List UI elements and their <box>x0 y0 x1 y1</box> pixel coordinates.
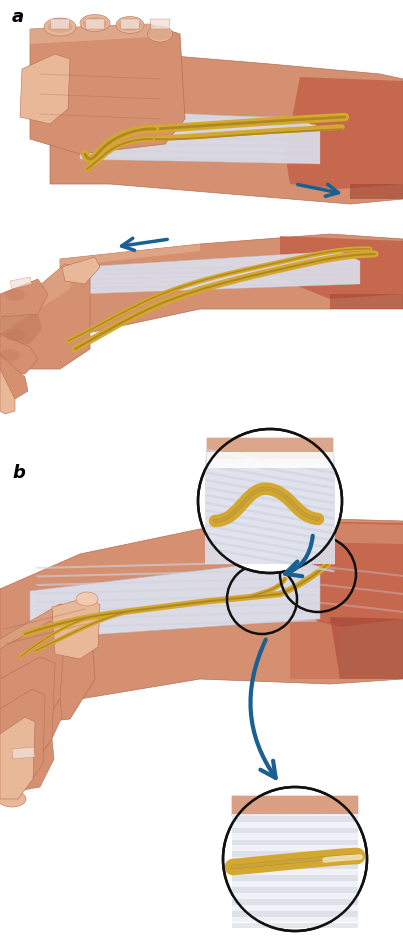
Polygon shape <box>260 521 403 545</box>
Polygon shape <box>85 269 355 277</box>
Polygon shape <box>330 617 403 680</box>
Polygon shape <box>85 115 318 121</box>
Polygon shape <box>350 185 403 200</box>
Polygon shape <box>35 620 318 629</box>
Polygon shape <box>30 560 320 639</box>
Polygon shape <box>150 20 170 30</box>
Polygon shape <box>12 748 35 759</box>
Ellipse shape <box>0 791 26 807</box>
Polygon shape <box>85 150 318 156</box>
Polygon shape <box>85 274 355 280</box>
Polygon shape <box>62 258 100 285</box>
Polygon shape <box>20 55 70 125</box>
Polygon shape <box>10 278 32 290</box>
Polygon shape <box>290 521 403 628</box>
Circle shape <box>198 430 342 573</box>
Polygon shape <box>285 78 403 190</box>
Polygon shape <box>30 25 185 155</box>
Polygon shape <box>0 314 42 345</box>
Polygon shape <box>330 295 403 310</box>
Polygon shape <box>85 264 355 272</box>
Polygon shape <box>232 887 358 893</box>
Ellipse shape <box>147 27 172 43</box>
Polygon shape <box>232 839 358 846</box>
Polygon shape <box>52 598 100 659</box>
Polygon shape <box>232 816 358 821</box>
Polygon shape <box>207 453 333 461</box>
Ellipse shape <box>6 746 38 765</box>
Ellipse shape <box>76 593 98 606</box>
Polygon shape <box>0 279 48 318</box>
Polygon shape <box>0 519 403 719</box>
Polygon shape <box>207 460 333 468</box>
Ellipse shape <box>118 20 143 32</box>
Polygon shape <box>50 20 70 30</box>
Text: b: b <box>12 464 25 481</box>
Polygon shape <box>0 355 28 399</box>
Polygon shape <box>35 561 318 569</box>
Polygon shape <box>85 136 318 142</box>
Polygon shape <box>0 621 65 729</box>
Polygon shape <box>232 851 358 857</box>
Ellipse shape <box>116 18 144 35</box>
Polygon shape <box>232 864 358 869</box>
Polygon shape <box>85 278 355 285</box>
Polygon shape <box>207 438 333 464</box>
Polygon shape <box>0 717 35 800</box>
Polygon shape <box>0 739 54 791</box>
Polygon shape <box>290 615 340 680</box>
Ellipse shape <box>83 18 108 30</box>
Polygon shape <box>0 447 403 458</box>
Polygon shape <box>232 796 358 816</box>
Polygon shape <box>50 50 150 70</box>
Ellipse shape <box>0 349 20 362</box>
Polygon shape <box>85 129 318 135</box>
Polygon shape <box>280 237 403 299</box>
Polygon shape <box>0 370 15 414</box>
Polygon shape <box>35 586 318 595</box>
Ellipse shape <box>80 15 110 32</box>
Polygon shape <box>85 20 105 30</box>
Polygon shape <box>35 603 318 612</box>
Polygon shape <box>35 612 318 620</box>
Polygon shape <box>0 604 95 727</box>
Polygon shape <box>0 264 90 370</box>
Polygon shape <box>232 922 358 929</box>
Polygon shape <box>60 235 403 340</box>
Ellipse shape <box>44 19 76 37</box>
Polygon shape <box>232 828 358 834</box>
Ellipse shape <box>48 22 73 34</box>
Circle shape <box>223 787 367 931</box>
Ellipse shape <box>5 290 25 302</box>
Polygon shape <box>35 569 318 578</box>
Polygon shape <box>0 334 38 375</box>
Ellipse shape <box>5 329 25 342</box>
Polygon shape <box>0 604 65 654</box>
Polygon shape <box>0 689 45 791</box>
Polygon shape <box>0 657 55 767</box>
Polygon shape <box>232 875 358 881</box>
Polygon shape <box>80 110 320 165</box>
Polygon shape <box>85 143 318 149</box>
Polygon shape <box>0 700 62 751</box>
Polygon shape <box>232 899 358 904</box>
Polygon shape <box>85 122 318 127</box>
Ellipse shape <box>147 29 172 41</box>
Text: a: a <box>12 8 24 26</box>
Polygon shape <box>0 264 75 334</box>
Polygon shape <box>50 50 403 205</box>
Polygon shape <box>232 911 358 917</box>
Polygon shape <box>205 460 335 565</box>
Polygon shape <box>120 20 140 30</box>
Polygon shape <box>80 252 360 295</box>
Polygon shape <box>30 25 152 45</box>
Polygon shape <box>85 157 318 162</box>
Polygon shape <box>35 595 318 603</box>
Polygon shape <box>35 578 318 586</box>
Polygon shape <box>85 282 355 290</box>
Polygon shape <box>232 815 358 922</box>
Polygon shape <box>60 244 200 268</box>
